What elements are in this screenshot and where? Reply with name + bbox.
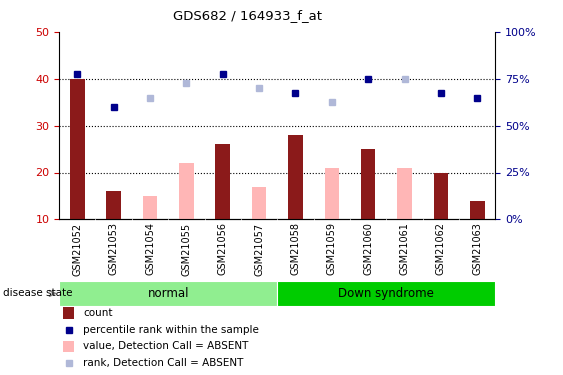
Text: GSM21055: GSM21055 xyxy=(181,222,191,276)
Text: count: count xyxy=(83,308,113,318)
Bar xyxy=(361,149,376,219)
Bar xyxy=(179,163,194,219)
Text: Down syndrome: Down syndrome xyxy=(338,287,434,300)
Text: GSM21056: GSM21056 xyxy=(218,222,228,276)
Text: GSM21060: GSM21060 xyxy=(363,222,373,275)
Text: GSM21063: GSM21063 xyxy=(472,222,482,275)
Bar xyxy=(288,135,303,219)
Text: GDS682 / 164933_f_at: GDS682 / 164933_f_at xyxy=(173,9,322,22)
Text: GSM21053: GSM21053 xyxy=(109,222,119,276)
Text: normal: normal xyxy=(148,287,189,300)
Bar xyxy=(70,79,84,219)
Bar xyxy=(64,340,74,352)
Text: GSM21061: GSM21061 xyxy=(400,222,409,275)
Bar xyxy=(470,201,485,219)
Bar xyxy=(59,281,277,306)
Text: percentile rank within the sample: percentile rank within the sample xyxy=(83,325,259,335)
Text: GSM21052: GSM21052 xyxy=(72,222,82,276)
Text: GSM21058: GSM21058 xyxy=(291,222,301,276)
Text: GSM21059: GSM21059 xyxy=(327,222,337,276)
Text: GSM21054: GSM21054 xyxy=(145,222,155,276)
Bar xyxy=(64,308,74,319)
Text: value, Detection Call = ABSENT: value, Detection Call = ABSENT xyxy=(83,341,248,351)
Bar xyxy=(216,144,230,219)
Bar xyxy=(252,187,266,219)
Bar xyxy=(277,281,495,306)
Text: rank, Detection Call = ABSENT: rank, Detection Call = ABSENT xyxy=(83,358,243,368)
Bar xyxy=(106,191,121,219)
Text: GSM21057: GSM21057 xyxy=(254,222,264,276)
Text: disease state: disease state xyxy=(3,288,72,298)
Bar xyxy=(434,172,448,219)
Bar xyxy=(397,168,412,219)
Bar xyxy=(143,196,157,219)
Bar xyxy=(324,168,339,219)
Text: GSM21062: GSM21062 xyxy=(436,222,446,276)
